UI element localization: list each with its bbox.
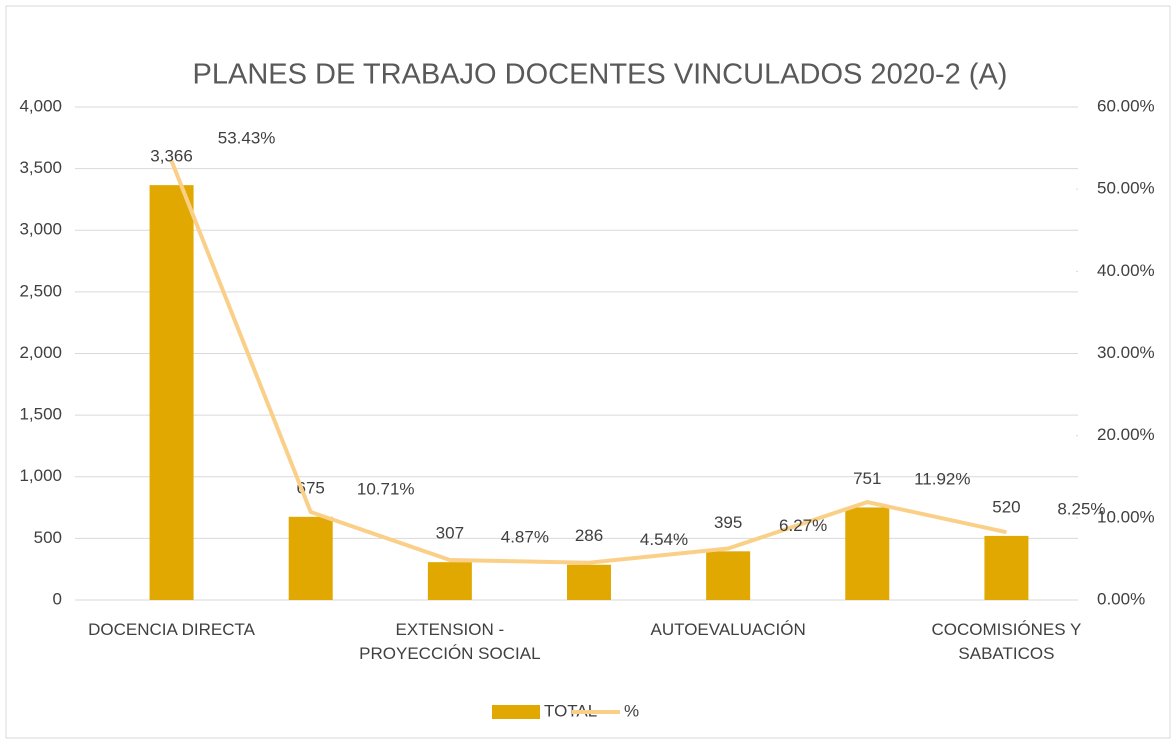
line-value-label: 6.27%	[779, 516, 827, 535]
y2-tick-label: 60.00%	[1097, 96, 1155, 115]
chart-border	[5, 5, 1171, 739]
y-tick-label: 2,000	[19, 343, 62, 362]
x-tick-label: DOCENCIA DIRECTA	[88, 620, 255, 639]
line-value-label: 8.25%	[1057, 500, 1105, 519]
y-tick-label: 1,000	[19, 466, 62, 485]
legend-label: TOTAL	[544, 701, 597, 720]
y2-tick-label: 40.00%	[1097, 261, 1155, 280]
y2-tick-label: 10.00%	[1097, 507, 1155, 526]
bar-value-label: 286	[575, 526, 603, 545]
line-value-label: 11.92%	[914, 470, 970, 489]
y2-tick-label: 30.00%	[1097, 343, 1155, 362]
y2-tick-label: 20.00%	[1097, 425, 1155, 444]
y-tick-label: 500	[34, 528, 62, 547]
x-tick-label: AUTOEVALUACIÓN	[650, 620, 806, 639]
y-tick-label: 4,000	[19, 96, 62, 115]
bar	[149, 185, 194, 600]
bar	[845, 507, 890, 600]
bar	[427, 562, 472, 600]
bar-value-label: 307	[436, 524, 464, 543]
bar-value-label: 395	[714, 513, 742, 532]
legend-label: %	[624, 701, 639, 720]
bar	[288, 516, 333, 600]
bar-value-label: 751	[853, 469, 881, 488]
y-tick-label: 0	[53, 589, 62, 608]
bar	[567, 564, 611, 600]
y-tick-label: 1,500	[19, 405, 62, 424]
bar	[706, 551, 751, 600]
line-value-label: 10.71%	[357, 479, 415, 498]
bar-value-label: 520	[992, 497, 1020, 516]
chart-title: PLANES DE TRABAJO DOCENTES VINCULADOS 20…	[193, 59, 1008, 91]
bar-value-label: 3,366	[150, 147, 193, 166]
line-value-label: 4.54%	[640, 530, 688, 549]
y-tick-label: 2,500	[19, 281, 62, 300]
y2-tick-label: 50.00%	[1097, 179, 1155, 198]
y2-tick-label: 0.00%	[1097, 589, 1145, 608]
bar	[984, 535, 1029, 600]
line	[169, 160, 1007, 565]
y-tick-label: 3,500	[19, 158, 62, 177]
x-tick-label: EXTENSION - PROYECCIÓN SOCIAL	[359, 620, 541, 663]
legend-swatch	[492, 705, 540, 719]
line-value-label: 53.43%	[218, 128, 276, 147]
line-value-label: 4.87%	[501, 527, 549, 546]
y-tick-label: 3,000	[19, 220, 62, 239]
x-tick-label: COCOMISIÓNES Y SABATICOS	[931, 620, 1082, 663]
